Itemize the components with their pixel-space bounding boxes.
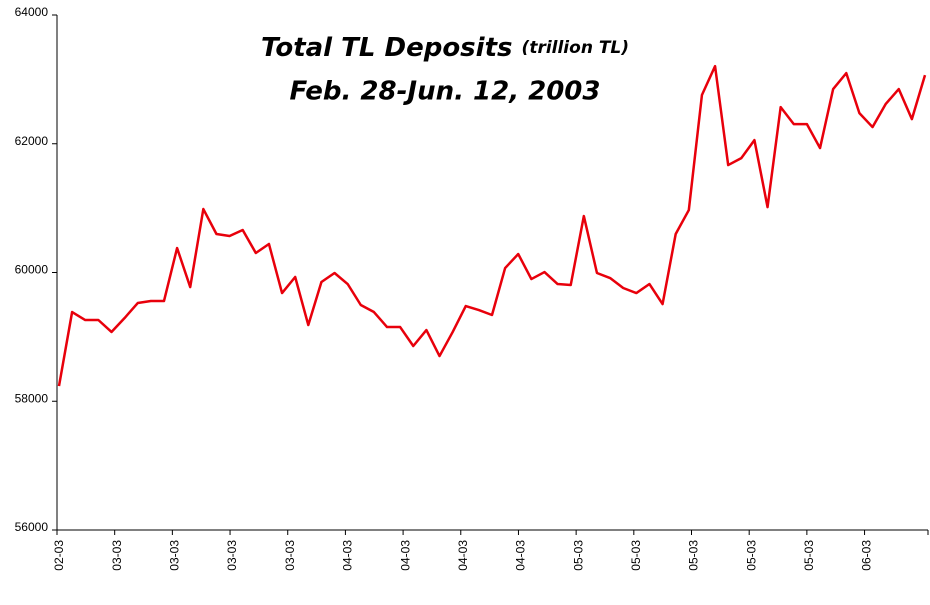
x-tick-label: 04-03 <box>514 540 528 571</box>
x-tick-label: 03-03 <box>283 540 297 571</box>
x-tick-label: 04-03 <box>341 540 355 571</box>
chart-subtitle: Feb. 28-Jun. 12, 2003 <box>290 77 601 107</box>
x-tick-label: 03-03 <box>168 540 182 571</box>
y-tick-label: 64000 <box>15 5 49 19</box>
x-tick-label: 04-03 <box>456 540 470 571</box>
x-tick-label: 04-03 <box>398 540 412 571</box>
x-tick-label: 03-03 <box>225 540 239 571</box>
x-tick-label: 05-03 <box>687 540 701 571</box>
x-tick-label: 03-03 <box>110 540 124 571</box>
x-tick-label: 02-03 <box>52 540 66 571</box>
x-tick-label: 05-03 <box>802 540 816 571</box>
data-line <box>57 64 927 387</box>
title-unit: (trillion TL) <box>522 38 630 58</box>
y-tick-label: 60000 <box>15 263 49 277</box>
x-tick-label: 06-03 <box>860 540 874 571</box>
y-tick-label: 58000 <box>15 391 49 405</box>
x-tick-label: 05-03 <box>629 540 643 571</box>
y-tick-label: 56000 <box>15 520 49 534</box>
x-tick-label: 05-03 <box>744 540 758 571</box>
chart-title: Total TL Deposits <box>261 33 513 63</box>
x-tick-label: 05-03 <box>571 540 585 571</box>
chart-title-line: Total TL Deposits (trillion TL) <box>261 33 629 63</box>
y-tick-label: 62000 <box>15 134 49 148</box>
